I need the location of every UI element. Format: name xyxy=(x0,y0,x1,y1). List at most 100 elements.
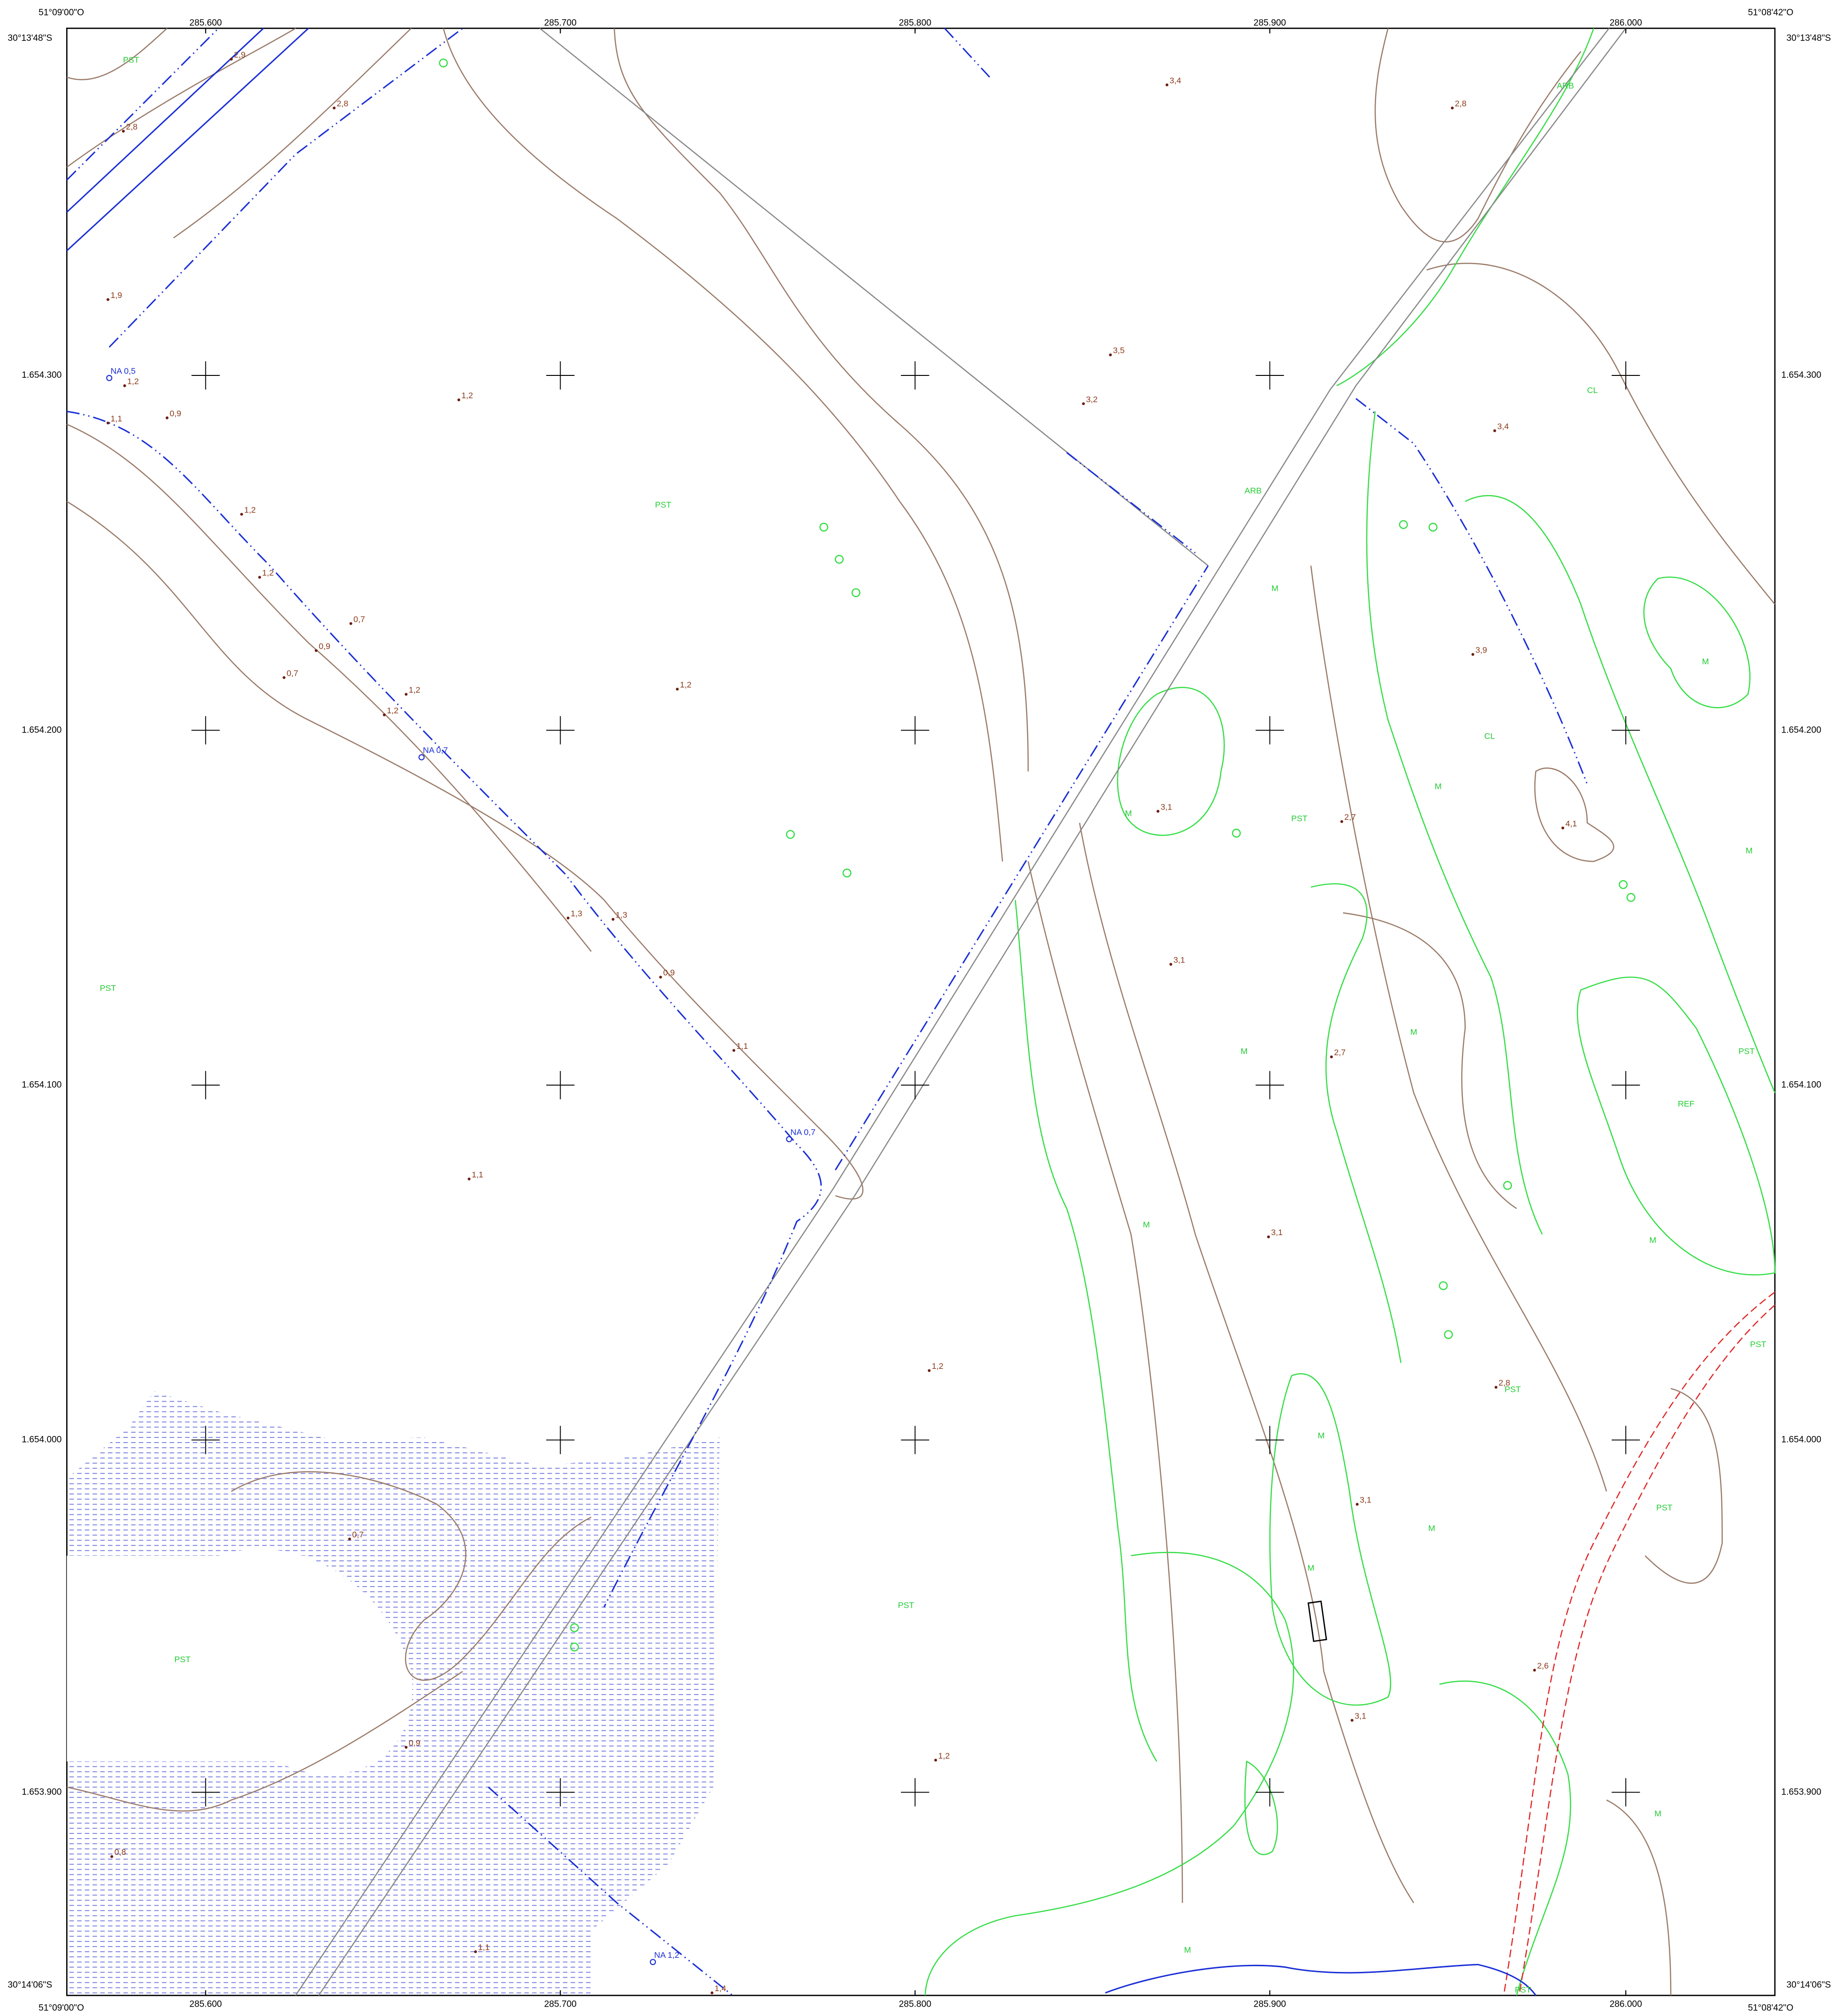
stream xyxy=(1105,1963,1537,1996)
corner-lon: 51°09'00"O xyxy=(38,8,84,17)
spot-height-point xyxy=(1165,83,1169,86)
drain xyxy=(835,565,1209,1171)
spot-height: 1,2 xyxy=(461,391,473,400)
contours xyxy=(66,28,1775,1996)
spot-height-point xyxy=(1157,809,1160,813)
spot-height: 1,1 xyxy=(737,1041,748,1051)
spot-height: 2,9 xyxy=(234,50,246,60)
spot-height: 2,6 xyxy=(1537,1661,1549,1670)
corner-lat: 30°14'06"S xyxy=(8,1980,52,1990)
road-edge xyxy=(318,28,1627,1996)
spot-height: 2,7 xyxy=(1344,812,1356,822)
land-use-label: M xyxy=(1435,781,1442,791)
spot-height: 1,2 xyxy=(409,685,420,695)
spot-height-point xyxy=(1350,1718,1354,1722)
contour xyxy=(442,28,1003,862)
spot-height-point xyxy=(282,676,286,679)
spot-height-point xyxy=(122,130,125,133)
spot-height: 1,2 xyxy=(932,1361,944,1371)
water-level: NA 0,7 xyxy=(423,746,448,755)
spot-height-point xyxy=(928,1369,931,1372)
contour xyxy=(1079,823,1415,1903)
tree xyxy=(570,1642,579,1652)
vegetation-edge xyxy=(925,1552,1294,1996)
roads xyxy=(295,28,1775,1996)
vegetation-patch xyxy=(1244,1760,1278,1856)
land-use-label: M xyxy=(1649,1236,1656,1245)
spot-height-point xyxy=(258,576,261,579)
spot-height: 1,1 xyxy=(111,414,122,423)
marsh-clearing xyxy=(67,1556,309,1762)
spot-height: 2,8 xyxy=(126,122,137,131)
spot-height-point xyxy=(457,398,460,402)
spot-height-point xyxy=(314,649,318,652)
land-use-label: M xyxy=(1702,657,1709,666)
spot-height-point xyxy=(732,1049,736,1052)
water-level-point xyxy=(106,374,113,382)
corner-lat: 30°13'48"S xyxy=(8,33,52,43)
contour xyxy=(67,28,167,80)
spot-height: 1,3 xyxy=(616,910,627,919)
spot-height: 2,7 xyxy=(1334,1048,1346,1057)
land-use-label: M xyxy=(1240,1046,1248,1056)
vegetation-edge xyxy=(1439,1680,1571,1996)
spot-height: 3,1 xyxy=(1173,955,1185,964)
drain xyxy=(944,28,990,78)
easting-label: 285.800 xyxy=(899,1999,931,2009)
drain xyxy=(67,411,822,1608)
spot-height: 3,4 xyxy=(1497,421,1509,431)
spot-height: 3,4 xyxy=(1170,76,1181,85)
vegetation-patch xyxy=(1117,687,1225,836)
spot-height: 2,8 xyxy=(1455,99,1467,108)
spot-height-point xyxy=(1533,1668,1536,1672)
northing-label: 1.654.000 xyxy=(22,1435,61,1445)
spot-height: 3,1 xyxy=(1161,802,1172,811)
spot-height: 4,1 xyxy=(1565,819,1577,828)
northing-label: 1.654.200 xyxy=(1781,725,1821,735)
corner-lon: 51°08'42"O xyxy=(1748,2003,1793,2013)
northing-label: 1.654.300 xyxy=(22,370,61,380)
spot-height: 3,1 xyxy=(1271,1228,1283,1237)
spot-height: 3,5 xyxy=(1113,346,1125,355)
spot-height: 0,9 xyxy=(409,1738,420,1748)
contour xyxy=(66,501,864,1200)
easting-label: 286.000 xyxy=(1610,18,1642,28)
northing-label: 1.654.200 xyxy=(22,725,61,735)
contour xyxy=(173,28,412,238)
vegetation-edge xyxy=(1014,900,1157,1762)
land-use-label: ARB xyxy=(1557,81,1574,90)
water-level: NA 1,2 xyxy=(654,1950,679,1960)
tree xyxy=(1232,828,1241,838)
land-use-label: PST xyxy=(1515,1985,1531,1994)
spot-height: 1,1 xyxy=(472,1170,483,1179)
spot-height: 0,8 xyxy=(114,1848,126,1857)
frame-labels: 51°09'00"O 51°08'42"O 30°13'48"S 30°13'4… xyxy=(8,8,1831,2013)
spot-height: 2,8 xyxy=(337,99,349,108)
tree xyxy=(570,1623,579,1633)
spot-height: 1,2 xyxy=(680,680,692,689)
spot-height-point xyxy=(404,1746,408,1749)
spot-height-point xyxy=(1561,826,1565,830)
water-level-point xyxy=(786,1136,792,1143)
contour xyxy=(1343,912,1517,1209)
tree xyxy=(819,522,829,532)
building xyxy=(1307,1600,1327,1642)
land-use-label: M xyxy=(1308,1563,1315,1573)
contour xyxy=(1606,1799,1672,1996)
northing-label: 1.654.000 xyxy=(1781,1435,1821,1445)
spot-height-point xyxy=(240,512,244,516)
vegetation-edge xyxy=(1336,28,1594,387)
northing-label: 1.653.900 xyxy=(22,1787,61,1797)
spot-height-point xyxy=(383,713,386,717)
vegetation-edge xyxy=(1310,883,1402,1363)
easting-label: 285.600 xyxy=(190,1999,222,2009)
spot-height-point xyxy=(1169,962,1172,966)
land-use-label: PST xyxy=(1750,1340,1766,1349)
land-use-label: PST xyxy=(100,984,116,993)
land-use-label: M xyxy=(1318,1431,1325,1440)
spot-height: 1,2 xyxy=(127,376,139,386)
tree xyxy=(835,555,844,564)
tree xyxy=(1626,893,1636,902)
contour xyxy=(1644,1388,1723,1584)
